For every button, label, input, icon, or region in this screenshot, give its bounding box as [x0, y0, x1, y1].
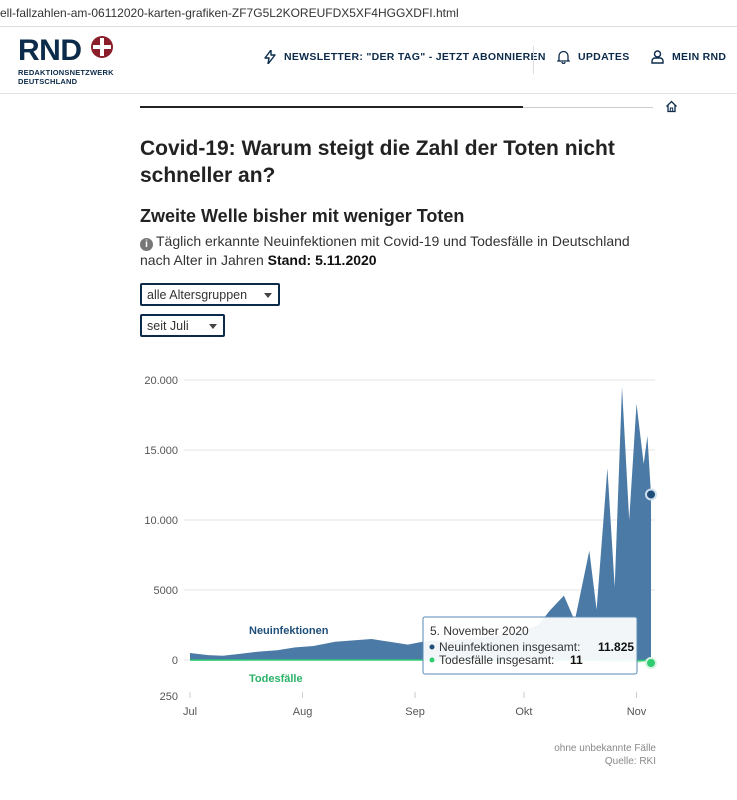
tooltip-infections-value: 11.825 [598, 640, 634, 654]
updates-label: UPDATES [578, 51, 630, 63]
tooltip-date: 5. November 2020 [430, 624, 529, 638]
covid-area-chart[interactable]: 20.000 15.000 10.000 5000 0 250 Jul Aug Sep Okt No… [0, 360, 737, 730]
tooltip-box [422, 616, 638, 675]
stand-label: Stand: 5.11.2020 [267, 252, 377, 268]
article-title: Covid-19: Warum steigt die Zahl der Tote… [140, 137, 615, 187]
logo-subtitle-1: REDAKTIONSNETZWERK [18, 68, 114, 77]
logo-cross-icon [91, 36, 113, 58]
lightning-icon [264, 50, 276, 64]
tooltip-infections-label: Neuinfektionen insgesamt: [439, 640, 580, 654]
url-text: ell-fallzahlen-am-06112020-karten-grafik… [0, 6, 459, 20]
user-icon [651, 50, 664, 64]
chart-footnote: ohne unbekannte Fälle [554, 743, 656, 754]
y-tick-label: 20.000 [144, 375, 178, 387]
y-tick-label: 5000 [154, 585, 178, 597]
home-icon[interactable] [665, 100, 678, 113]
age-group-value: alle Altersgruppen [147, 288, 248, 302]
tooltip-deaths-value: 11 [570, 653, 583, 667]
x-tick-label: Nov [627, 706, 647, 718]
newsletter-link[interactable]: NEWSLETTER: "DER TAG" - JETZT ABONNIEREN [264, 50, 546, 64]
content-rule-light [523, 107, 653, 108]
y-tick-label: 10.000 [144, 515, 178, 527]
tooltip-infections-dot [429, 644, 435, 650]
y-tick-label: 0 [172, 655, 178, 667]
age-group-select[interactable]: alle Altersgruppen [140, 283, 280, 306]
nav-divider [533, 46, 534, 74]
chevron-down-icon [264, 293, 272, 298]
chart-subtitle-text: Täglich erkannte Neuinfektionen mit Covi… [140, 233, 630, 268]
updates-link[interactable]: UPDATES [557, 50, 630, 64]
rnd-logo[interactable]: RND REDAKTIONSNETZWERK DEUTSCHLAND [18, 34, 128, 88]
bell-icon [557, 50, 570, 64]
mein-rnd-link[interactable]: MEIN RND [651, 50, 726, 64]
info-icon[interactable]: i [140, 238, 153, 251]
site-header: RND REDAKTIONSNETZWERK DEUTSCHLAND NEWSL… [0, 28, 737, 94]
chevron-down-icon [209, 324, 217, 329]
x-tick-label: Okt [515, 706, 532, 718]
infections-hover-dot [645, 488, 657, 501]
content-rule [140, 106, 523, 108]
tooltip-deaths-label: Todesfälle insgesamt: [439, 653, 554, 667]
deaths-hover-dot [645, 657, 657, 669]
deaths-series-label: Todesfälle [249, 673, 303, 685]
logo-text: RND [18, 34, 82, 67]
y-tick-label: 15.000 [144, 445, 178, 457]
period-select[interactable]: seit Juli [140, 314, 225, 337]
period-value: seit Juli [147, 319, 189, 333]
tooltip-deaths-dot [429, 657, 435, 663]
browser-url-bar[interactable]: ell-fallzahlen-am-06112020-karten-grafik… [0, 0, 737, 27]
newsletter-label: NEWSLETTER: "DER TAG" - JETZT ABONNIEREN [284, 51, 546, 63]
x-tick-label: Aug [293, 706, 313, 718]
y-tick-label: 250 [160, 691, 178, 703]
chart-subtitle: i Täglich erkannte Neuinfektionen mit Cov… [140, 232, 660, 270]
chart-title: Zweite Welle bisher mit weniger Toten [140, 206, 465, 226]
logo-subtitle-2: DEUTSCHLAND [18, 77, 78, 86]
chart-source: Quelle: RKI [604, 756, 656, 767]
x-tick-label: Sep [405, 706, 425, 718]
x-tick-label: Jul [183, 706, 197, 718]
infections-series-label: Neuinfektionen [249, 625, 329, 637]
mein-rnd-label: MEIN RND [672, 51, 727, 63]
